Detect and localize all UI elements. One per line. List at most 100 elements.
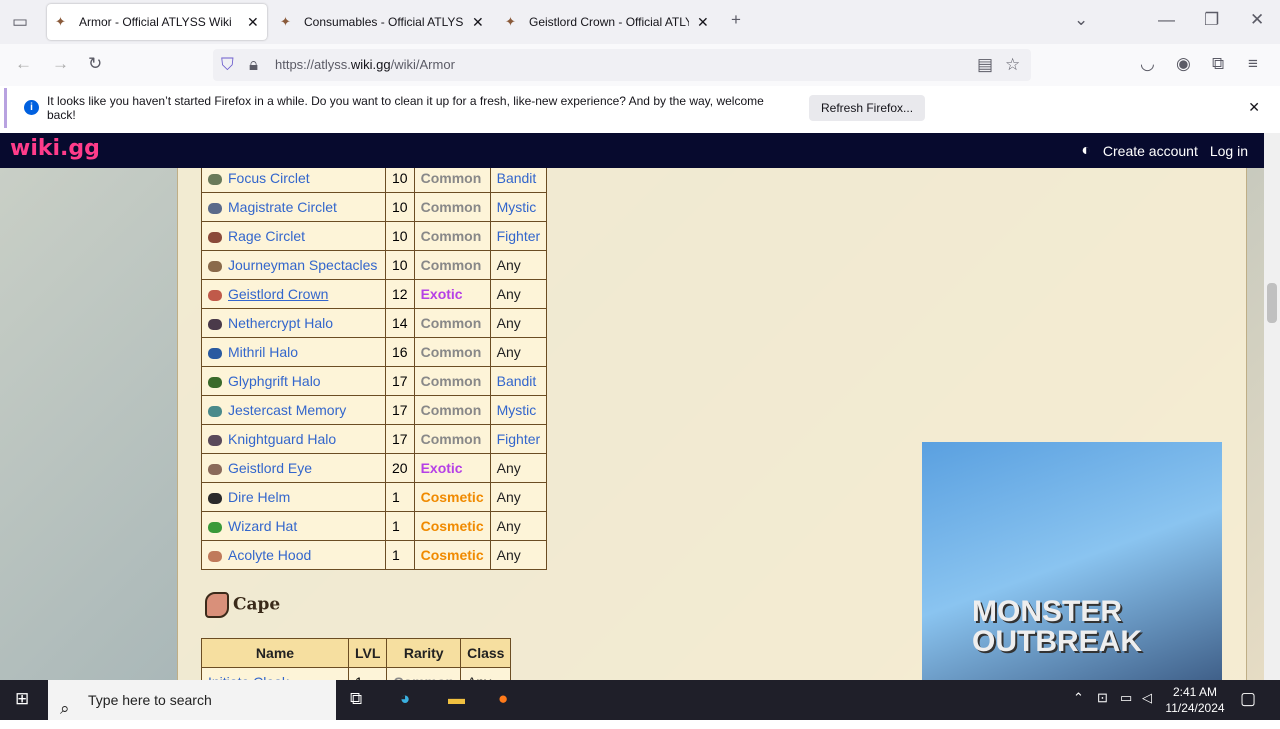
item-link[interactable]: Journeyman Spectacles (228, 257, 378, 273)
item-link[interactable]: Focus Circlet (228, 170, 310, 186)
item-link[interactable]: Glyphgrift Halo (228, 373, 321, 389)
close-tab-icon[interactable]: ✕ (247, 13, 259, 30)
reload-icon[interactable]: ↻ (88, 54, 103, 73)
bookmark-star-icon[interactable]: ☆ (1005, 55, 1021, 74)
tray-chevron-icon[interactable]: ⌃ (1073, 690, 1084, 705)
class-cell[interactable]: Bandit (489, 168, 548, 193)
level-cell: 1 (385, 540, 415, 570)
table-row: Magistrate Circlet 10 Common Mystic (201, 192, 548, 222)
class-cell: Any (489, 482, 548, 512)
table-row: Mithril Halo 16 Common Any (201, 337, 548, 367)
item-icon (208, 173, 222, 185)
class-cell[interactable]: Fighter (489, 221, 548, 251)
rarity-cell: Cosmetic (413, 540, 491, 570)
lock-icon[interactable]: 🔒︎ (249, 55, 259, 74)
table-row: Geistlord Eye 20 Exotic Any (201, 453, 548, 483)
menu-icon[interactable]: ≡ (1248, 54, 1258, 73)
advertisement[interactable]: MONSTER OUTBREAK (922, 442, 1222, 680)
level-cell: 16 (385, 337, 415, 367)
minimize-icon[interactable]: — (1158, 10, 1175, 29)
chevron-down-icon[interactable]: ⌄ (1074, 10, 1089, 29)
forward-icon[interactable]: → (52, 54, 69, 73)
close-notice-icon[interactable]: ✕ (1248, 99, 1260, 115)
restore-icon[interactable]: ❐ (1204, 10, 1220, 29)
item-link[interactable]: Acolyte Hood (228, 547, 312, 563)
item-icon (208, 434, 222, 446)
theme-toggle-icon[interactable]: ◐ (1081, 141, 1091, 159)
create-account-link[interactable]: Create account (1102, 142, 1198, 159)
network-icon[interactable]: ▭ (1120, 690, 1133, 705)
back-icon[interactable]: ← (15, 54, 32, 73)
refresh-firefox-button[interactable]: Refresh Firefox... (809, 95, 926, 121)
close-window-icon[interactable]: ✕ (1250, 10, 1265, 29)
login-link[interactable]: Log in (1209, 142, 1248, 159)
class-cell: Any (489, 511, 548, 541)
tab-overview-icon[interactable]: ▭ (12, 12, 29, 31)
account-icon[interactable]: ◉ (1176, 54, 1191, 73)
item-link[interactable]: Magistrate Circlet (228, 199, 337, 215)
windows-start-icon[interactable]: ⊞ (15, 689, 30, 708)
close-tab-icon[interactable]: ✕ (697, 13, 709, 30)
class-cell[interactable]: Mystic (489, 395, 548, 425)
taskbar-search[interactable]: ⌕ Type here to search (48, 680, 336, 720)
search-icon: ⌕ (60, 699, 70, 718)
item-icon (208, 202, 222, 214)
wiki-logo[interactable]: wiki.gg (10, 136, 100, 161)
helm-table: Focus Circlet 10 Common Bandit Magistrate… (201, 168, 548, 570)
url-bar[interactable]: ⛉ 🔒︎ https://atlyss.wiki.gg/wiki/Armor ▤… (213, 49, 1031, 81)
close-tab-icon[interactable]: ✕ (472, 13, 484, 30)
tray-device-icon[interactable]: ⊡ (1097, 690, 1108, 705)
item-link[interactable]: Geistlord Eye (228, 460, 313, 476)
class-cell: Any (460, 667, 512, 680)
class-cell[interactable]: Bandit (489, 366, 548, 396)
item-link[interactable]: Nethercrypt Halo (228, 315, 334, 331)
tab-consumables[interactable]: ✦Consumables - Official ATLYSS Wiki✕ (280, 13, 484, 30)
clock[interactable]: 2:41 AM 11/24/2024 (1165, 685, 1225, 715)
cape-heading: Cape (205, 592, 280, 618)
item-link[interactable]: Jestercast Memory (228, 402, 347, 418)
level-cell: 1 (385, 511, 415, 541)
item-name-cell: Nethercrypt Halo (201, 308, 386, 338)
item-icon (208, 318, 222, 330)
item-name-cell: Jestercast Memory (201, 395, 386, 425)
item-link[interactable]: Dire Helm (228, 489, 291, 505)
item-link[interactable]: Knightguard Halo (228, 431, 337, 447)
shield-icon[interactable]: ⛉ (221, 55, 234, 74)
item-icon (208, 260, 222, 272)
item-link[interactable]: Mithril Halo (228, 344, 299, 360)
level-cell: 10 (385, 168, 415, 193)
firefox-icon[interactable]: ● (498, 689, 509, 708)
file-explorer-icon[interactable]: ▬ (448, 689, 465, 708)
item-name-cell: Initiate Cloak (201, 667, 349, 680)
tab-armor[interactable]: ✦ Armor - Official ATLYSS Wiki ✕ (47, 4, 267, 40)
nav-bar: ← → ↻ ⛉ 🔒︎ https://atlyss.wiki.gg/wiki/A… (0, 44, 1280, 86)
table-row: Focus Circlet 10 Common Bandit (201, 168, 548, 193)
item-link[interactable]: Rage Circlet (228, 228, 306, 244)
task-view-icon[interactable]: ⧉ (350, 689, 363, 708)
rarity-cell: Common (413, 221, 491, 251)
tab-geistlord-crown[interactable]: ✦Geistlord Crown - Official ATLYSS Wiki✕ (505, 13, 709, 30)
info-icon: i (24, 100, 39, 115)
edge-icon[interactable]: ◕ (400, 689, 411, 708)
table-row: Knightguard Halo 17 Common Fighter (201, 424, 548, 454)
new-tab-icon[interactable]: + (731, 10, 741, 29)
extensions-icon[interactable]: ⧉ (1212, 54, 1225, 73)
rarity-cell: Common (386, 667, 462, 680)
notifications-icon[interactable]: ▢ (1240, 689, 1257, 708)
wiki-header: wiki.gg ◐ Create account Log in (0, 133, 1264, 168)
scrollbar[interactable] (1264, 133, 1280, 680)
scrollbar-thumb[interactable] (1267, 283, 1277, 323)
class-cell[interactable]: Fighter (489, 424, 548, 454)
item-link[interactable]: Wizard Hat (228, 518, 298, 534)
item-link[interactable]: Geistlord Crown (228, 286, 329, 302)
item-name-cell: Knightguard Halo (201, 424, 386, 454)
reader-view-icon[interactable]: ▤ (977, 55, 994, 74)
volume-icon[interactable]: ◁ (1142, 690, 1152, 705)
class-cell[interactable]: Mystic (489, 192, 548, 222)
item-icon (208, 492, 222, 504)
item-name-cell: Geistlord Crown (201, 279, 386, 309)
item-link[interactable]: Initiate Cloak (208, 674, 289, 680)
pocket-icon[interactable]: ◡ (1140, 54, 1155, 73)
item-name-cell: Dire Helm (201, 482, 386, 512)
wiki-header-actions: ◐ Create account Log in (1081, 133, 1248, 168)
